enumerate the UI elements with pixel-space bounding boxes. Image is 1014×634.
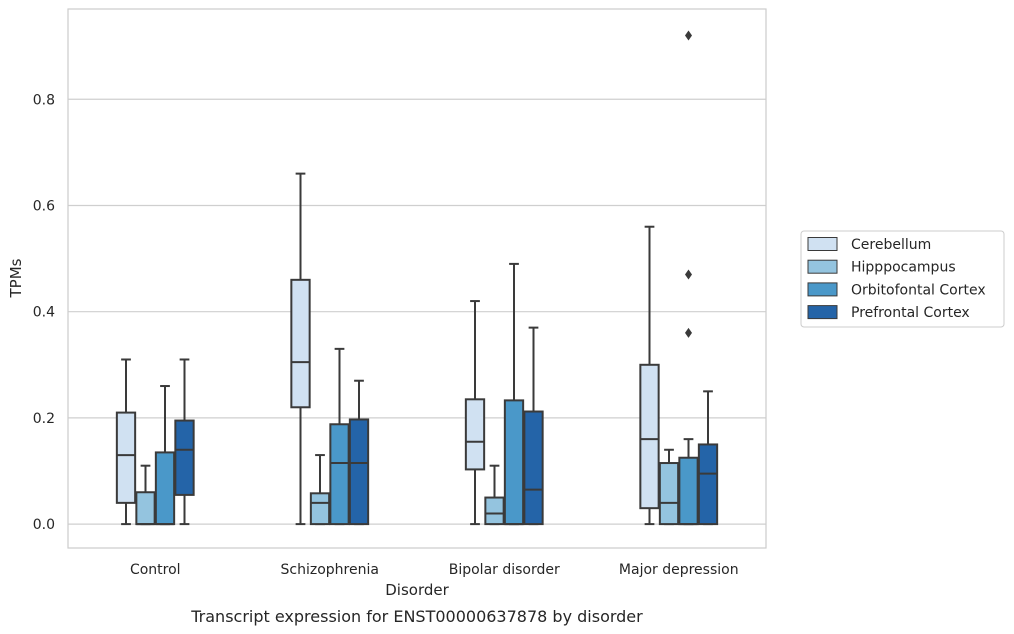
box-iqr (174, 419, 195, 496)
x-tick-label: Bipolar disorder (449, 562, 560, 578)
box-group (115, 358, 137, 526)
legend: Cerebellum Hipppocampus Orbitofontal Corte… (800, 230, 1005, 328)
x-tick-label: Major depression (619, 562, 739, 578)
box-iqr (503, 399, 525, 526)
y-tick-label: 0.0 (33, 517, 55, 533)
boxes (115, 30, 719, 526)
x-tick-label: Schizophrenia (281, 562, 379, 578)
outlier-point (685, 30, 692, 41)
y-tick-label: 0.2 (33, 411, 55, 427)
box-group (639, 225, 660, 526)
y-axis-title: TPMs (7, 258, 25, 298)
box-group (348, 379, 370, 526)
y-tick-labels: 0.0 0.2 0.4 0.6 0.8 (33, 92, 55, 533)
legend-label: Hipppocampus (851, 260, 956, 276)
x-tick-labels: Control Schizophrenia Bipolar disorder Majo… (130, 562, 739, 578)
box-iqr (678, 456, 699, 526)
box-group (290, 172, 311, 526)
chart-caption: Transcript expression for ENST0000063787… (190, 607, 643, 626)
box-iqr (290, 278, 311, 409)
box-group (503, 262, 525, 526)
box-iqr (658, 462, 680, 526)
box-group (329, 347, 350, 526)
box-group (658, 448, 680, 526)
y-tick-label: 0.4 (33, 305, 55, 321)
box-iqr (464, 398, 486, 471)
box-iqr (697, 443, 719, 526)
box-group (154, 385, 176, 526)
plot-frame (67, 8, 767, 549)
box-iqr (329, 423, 350, 526)
x-axis-title: Disorder (385, 581, 449, 599)
y-tick-label: 0.8 (33, 92, 55, 108)
legend-label: Prefrontal Cortex (851, 305, 970, 321)
box-iqr (115, 411, 137, 504)
box-group (697, 390, 719, 526)
box-iqr (484, 496, 505, 526)
box-iqr (154, 451, 176, 526)
box-group (523, 326, 544, 526)
x-tick-label: Control (130, 562, 181, 578)
legend-frame (800, 230, 1005, 328)
legend-swatch (807, 282, 838, 297)
outlier-point (685, 327, 692, 338)
legend-label: Orbitofontal Cortex (851, 282, 986, 298)
box-group (678, 30, 699, 526)
box-iqr (135, 491, 156, 526)
y-tick-label: 0.6 (33, 198, 55, 214)
box-iqr (309, 492, 331, 526)
box-group (484, 464, 505, 526)
box-iqr (348, 418, 370, 526)
legend-swatch (807, 237, 838, 251)
box-group (309, 454, 331, 526)
box-group (464, 300, 486, 526)
box-group (174, 358, 195, 526)
box-group (135, 464, 156, 526)
box-iqr (523, 410, 544, 526)
legend-label: Cerebellum (851, 237, 931, 253)
outlier-point (685, 269, 692, 280)
legend-swatch (807, 259, 838, 274)
box-iqr (639, 363, 660, 510)
legend-swatch (807, 305, 838, 320)
